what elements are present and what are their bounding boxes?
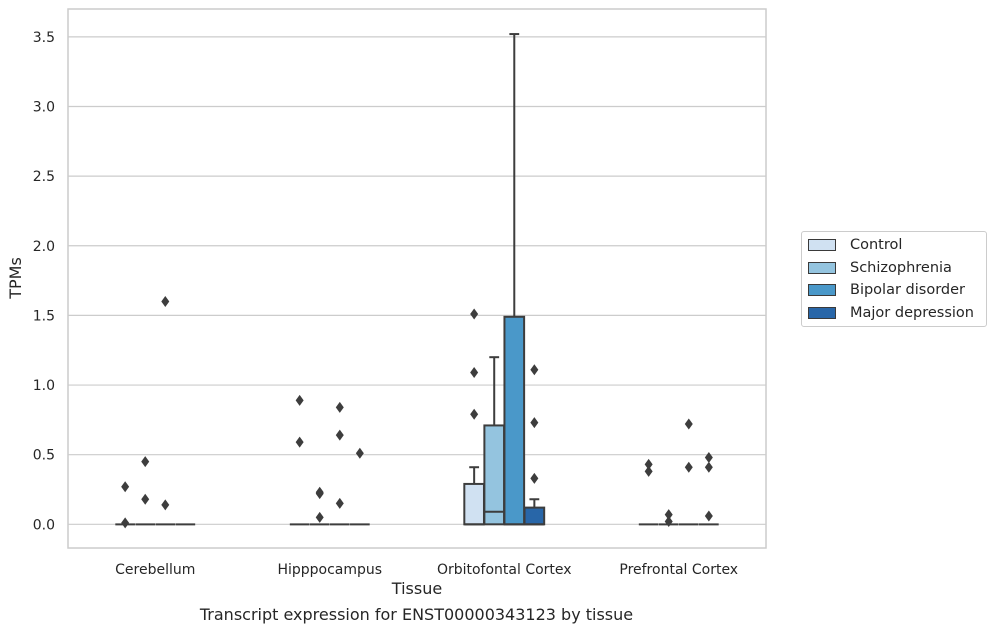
y-tick-labels: 0.0 0.5 1.0 1.5 2.0 2.5 3.0 3.5 bbox=[33, 30, 55, 533]
outlier-point bbox=[335, 429, 344, 441]
legend-label: Bipolar disorder bbox=[850, 282, 965, 298]
box-group bbox=[523, 498, 546, 526]
y-tick-label: 3.0 bbox=[33, 99, 55, 115]
outlier-point bbox=[664, 509, 673, 521]
legend-item-schizophrenia: Schizophrenia bbox=[808, 258, 952, 278]
legend-item-bipolar-disorder: Bipolar disorder bbox=[808, 280, 965, 300]
outlier-point bbox=[121, 517, 130, 529]
box bbox=[503, 315, 526, 526]
legend-label: Major depression bbox=[850, 304, 974, 321]
chart-caption: Transcript expression for ENST0000034312… bbox=[199, 605, 634, 624]
box bbox=[523, 506, 546, 526]
outlier-point bbox=[470, 408, 479, 420]
y-tick-label: 0.5 bbox=[33, 448, 55, 464]
legend: Control Schizophrenia Bipolar disorder M… bbox=[801, 231, 987, 327]
legend-swatch-major-depression bbox=[808, 306, 836, 319]
outlier-point bbox=[355, 447, 364, 459]
outlier-point bbox=[644, 465, 653, 477]
outlier-points bbox=[121, 295, 713, 529]
outlier-point bbox=[684, 461, 693, 473]
outlier-point bbox=[664, 516, 673, 528]
outlier-point bbox=[141, 456, 150, 468]
outlier-point bbox=[121, 481, 130, 493]
box-group bbox=[503, 33, 526, 526]
y-tick-label: 0.0 bbox=[33, 517, 55, 533]
legend-item-major-depression: Major depression bbox=[808, 303, 974, 323]
outlier-point bbox=[530, 364, 539, 376]
y-tick-label: 2.0 bbox=[33, 239, 55, 255]
outlier-point bbox=[704, 461, 713, 473]
outlier-point bbox=[315, 511, 324, 523]
y-tick-label: 1.0 bbox=[33, 378, 55, 394]
boxes bbox=[115, 33, 719, 526]
outlier-point bbox=[161, 295, 170, 307]
outlier-point bbox=[644, 458, 653, 470]
outlier-point bbox=[530, 417, 539, 429]
box bbox=[463, 482, 485, 526]
outlier-point bbox=[684, 418, 693, 430]
outlier-point bbox=[470, 367, 479, 379]
outlier-point bbox=[704, 451, 713, 463]
box bbox=[483, 424, 506, 526]
legend-swatch-schizophrenia bbox=[808, 261, 836, 274]
x-tick-label: Prefrontal Cortex bbox=[619, 562, 738, 578]
outlier-point bbox=[295, 436, 304, 448]
legend-swatch-bipolar-disorder bbox=[808, 284, 836, 296]
x-axis-label: Tissue bbox=[391, 579, 442, 598]
y-tick-label: 2.5 bbox=[33, 169, 55, 185]
outlier-point bbox=[161, 499, 170, 511]
legend-item-control: Control bbox=[808, 235, 902, 255]
outlier-point bbox=[704, 510, 713, 522]
box-group bbox=[463, 466, 485, 526]
legend-label: Schizophrenia bbox=[850, 259, 952, 276]
y-axis-label: TPMs bbox=[6, 257, 25, 300]
outlier-point bbox=[470, 308, 479, 320]
legend-label: Control bbox=[850, 237, 903, 253]
outlier-point bbox=[335, 497, 344, 509]
x-tick-label: Orbitofontal Cortex bbox=[437, 562, 572, 578]
y-tick-label: 1.5 bbox=[33, 308, 55, 324]
x-tick-labels: Cerebellum Hipppocampus Orbitofontal Corte… bbox=[115, 562, 738, 578]
plot-area bbox=[67, 8, 767, 549]
outlier-point bbox=[530, 472, 539, 484]
legend-swatch-control bbox=[808, 239, 836, 251]
outlier-point bbox=[141, 493, 150, 505]
outlier-point bbox=[335, 401, 344, 413]
outlier-point bbox=[295, 394, 304, 406]
y-tick-label: 3.5 bbox=[33, 30, 55, 46]
x-tick-label: Cerebellum bbox=[115, 562, 195, 578]
x-tick-label: Hipppocampus bbox=[277, 562, 382, 578]
outlier-point bbox=[315, 486, 324, 498]
